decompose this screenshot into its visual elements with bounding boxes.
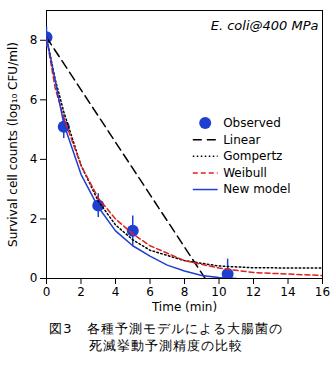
svg-text:New model: New model xyxy=(223,182,290,196)
svg-text:2: 2 xyxy=(30,212,38,226)
svg-text:8: 8 xyxy=(181,285,189,299)
svg-text:6: 6 xyxy=(146,285,154,299)
svg-text:Survival cell counts (log₁₀ CF: Survival cell counts (log₁₀ CFU/ml) xyxy=(6,42,20,247)
svg-text:8: 8 xyxy=(30,33,38,47)
svg-text:16: 16 xyxy=(315,285,330,299)
svg-text:E. coli@400 MPa: E. coli@400 MPa xyxy=(211,18,319,33)
svg-text:2: 2 xyxy=(77,285,85,299)
svg-text:12: 12 xyxy=(246,285,261,299)
svg-text:14: 14 xyxy=(280,285,295,299)
svg-text:Observed: Observed xyxy=(223,116,281,130)
svg-text:10: 10 xyxy=(211,285,226,299)
svg-text:4: 4 xyxy=(112,285,120,299)
svg-text:Weibull: Weibull xyxy=(223,166,267,180)
svg-text:0: 0 xyxy=(30,271,38,285)
svg-text:Time (min): Time (min) xyxy=(151,300,217,314)
svg-text:6: 6 xyxy=(30,93,38,107)
html-text:図3 各種予測モデルによる大腸菌の: 図3 各種予測モデルによる大腸菌の xyxy=(49,321,283,336)
svg-text:0: 0 xyxy=(43,285,51,299)
svg-text:Linear: Linear xyxy=(223,133,260,147)
svg-text:4: 4 xyxy=(30,152,38,166)
svg-text:Gompertz: Gompertz xyxy=(223,149,282,163)
html-text:死滅挙動予測精度の比較: 死滅挙動予測精度の比較 xyxy=(89,338,243,353)
